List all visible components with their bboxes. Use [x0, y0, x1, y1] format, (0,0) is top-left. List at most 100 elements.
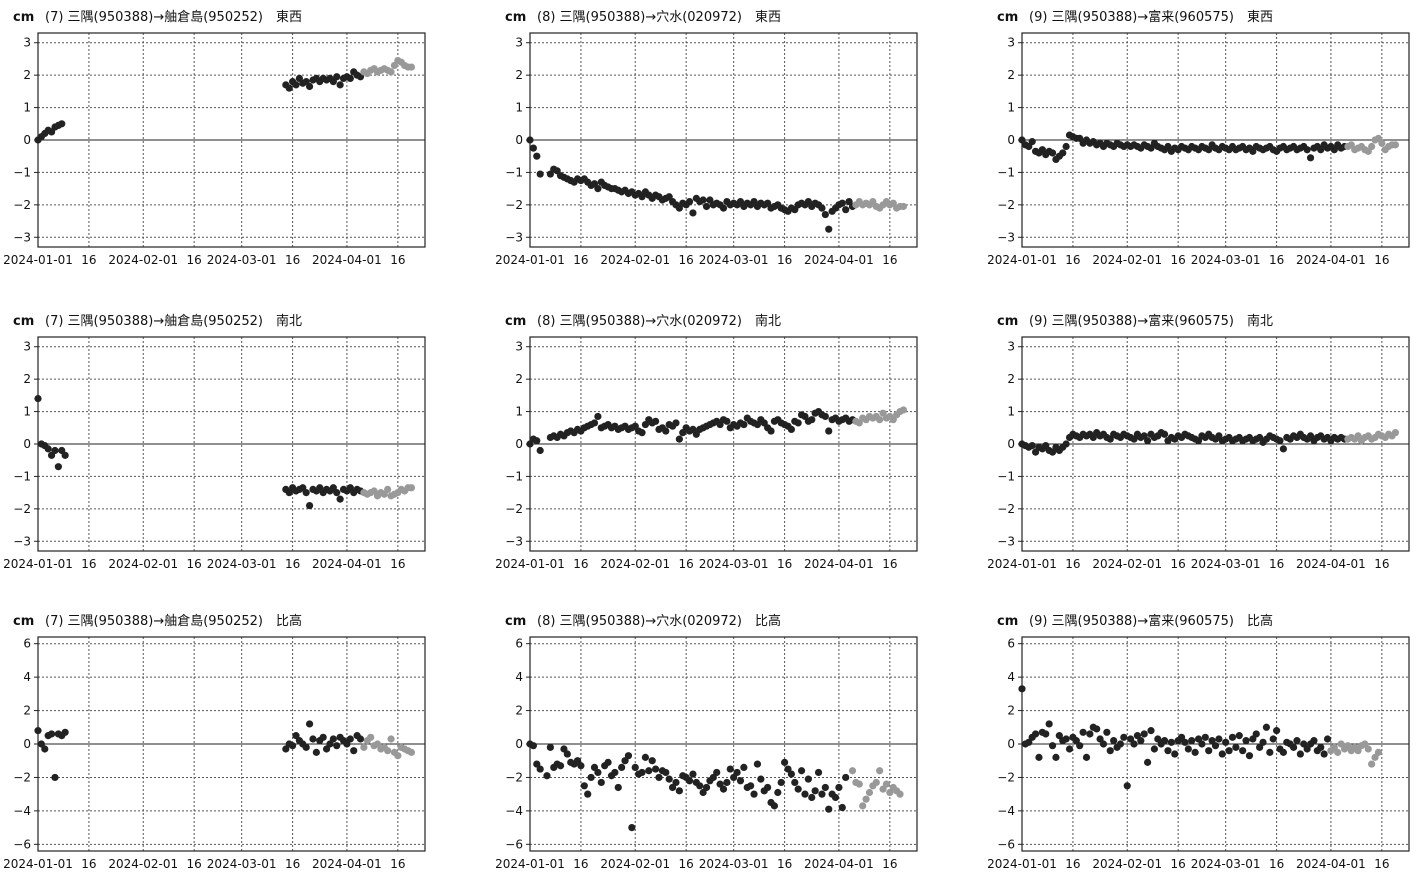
x-tick-label: 2024-02-01 — [600, 557, 670, 571]
data-point — [1160, 737, 1169, 745]
data-point — [757, 775, 765, 783]
data-point — [305, 502, 314, 510]
x-tick-label: 2024-01-01 — [495, 857, 565, 871]
y-tick-label: 2 — [23, 372, 31, 386]
x-tick-label: 16 — [777, 557, 792, 571]
chart-title: (9) 三隅(950388)→富来(960575) 比高 — [1029, 613, 1273, 629]
data-point — [1334, 748, 1342, 756]
data-point — [44, 445, 52, 453]
data-point — [628, 823, 636, 832]
data-point — [594, 185, 602, 193]
data-point — [1137, 737, 1145, 745]
x-tick-label: 16 — [1065, 557, 1080, 571]
data-point — [604, 758, 612, 766]
data-point — [1065, 745, 1074, 753]
unit-label: cm — [13, 314, 34, 329]
data-point — [750, 790, 758, 798]
data-point — [1188, 737, 1196, 745]
data-point — [1228, 733, 1237, 741]
data-point — [638, 768, 646, 777]
data-point — [689, 209, 697, 217]
y-tick-label: 1 — [1007, 101, 1015, 115]
chart-title: (9) 三隅(950388)→富来(960575) 南北 — [1029, 313, 1273, 329]
x-tick-label: 2024-04-01 — [804, 857, 874, 871]
data-point — [855, 780, 863, 788]
y-tick-label: 0 — [23, 133, 31, 147]
y-tick-label: −4 — [13, 804, 31, 818]
unit-label: cm — [13, 614, 34, 629]
data-point — [1201, 733, 1209, 741]
data-point — [285, 84, 293, 92]
chart-title: (8) 三隅(950388)→穴水(020972) 南北 — [537, 313, 781, 329]
data-point — [1048, 149, 1057, 157]
x-tick-label: 16 — [390, 557, 405, 571]
data-point — [862, 795, 870, 803]
data-point — [835, 783, 843, 792]
data-point — [1140, 730, 1148, 738]
data-point — [1218, 750, 1226, 758]
x-tick-label: 16 — [81, 857, 96, 871]
x-tick-label: 16 — [187, 253, 202, 267]
data-point — [41, 745, 49, 753]
y-tick-label: 2 — [515, 704, 523, 718]
data-point — [876, 767, 884, 775]
data-point — [1378, 139, 1386, 147]
y-tick-label: 0 — [515, 133, 523, 147]
data-point — [1239, 747, 1247, 755]
x-tick-label: 16 — [1374, 857, 1389, 871]
data-point — [645, 767, 653, 775]
data-point — [529, 742, 537, 750]
data-point — [1164, 747, 1172, 755]
data-point — [1368, 760, 1376, 768]
data-point — [801, 790, 809, 798]
data-point — [1018, 685, 1026, 693]
data-point — [1391, 429, 1400, 437]
data-point — [702, 202, 711, 211]
data-point — [536, 170, 544, 178]
x-tick-label: 16 — [1269, 857, 1284, 871]
data-point — [1130, 740, 1138, 748]
data-point — [384, 485, 392, 493]
data-point — [590, 419, 599, 427]
data-point — [665, 775, 673, 783]
data-point — [54, 463, 62, 471]
data-point — [1262, 723, 1271, 731]
data-point — [1242, 737, 1250, 745]
data-point — [329, 735, 337, 743]
data-point — [1211, 742, 1220, 750]
data-point — [58, 120, 66, 128]
x-tick-label: 2024-03-01 — [699, 253, 769, 267]
x-tick-label: 2024-04-01 — [1296, 253, 1366, 267]
x-tick-label: 16 — [573, 253, 588, 267]
chart-title: (8) 三隅(950388)→穴水(020972) 東西 — [537, 9, 781, 25]
data-point — [309, 735, 317, 743]
x-tick-label: 16 — [679, 253, 694, 267]
data-point — [597, 778, 605, 787]
data-point — [536, 446, 544, 455]
x-tick-label: 2024-01-01 — [3, 857, 73, 871]
x-tick-label: 16 — [285, 857, 300, 871]
data-point — [838, 199, 846, 207]
y-tick-label: 2 — [1007, 704, 1015, 718]
data-point — [821, 412, 829, 421]
data-point — [536, 765, 544, 773]
data-point — [533, 152, 541, 160]
data-point — [865, 788, 874, 797]
data-point — [1289, 743, 1298, 751]
data-point — [1293, 737, 1301, 745]
y-tick-label: −6 — [13, 837, 31, 851]
y-tick-label: 3 — [23, 36, 31, 50]
chart-title: (8) 三隅(950388)→穴水(020972) 比高 — [537, 613, 781, 629]
y-tick-label: −3 — [505, 534, 523, 548]
data-point — [302, 743, 310, 751]
data-point — [1368, 142, 1376, 151]
y-tick-label: −3 — [997, 534, 1015, 548]
data-point — [1391, 141, 1400, 149]
data-point — [1028, 442, 1036, 450]
y-tick-label: 4 — [23, 670, 31, 684]
data-point — [1181, 738, 1189, 746]
data-point — [662, 768, 670, 777]
chart-panel: cm (9) 三隅(950388)→富来(960575) 比高 2024-01-01… — [987, 613, 1410, 871]
data-point — [808, 793, 816, 802]
